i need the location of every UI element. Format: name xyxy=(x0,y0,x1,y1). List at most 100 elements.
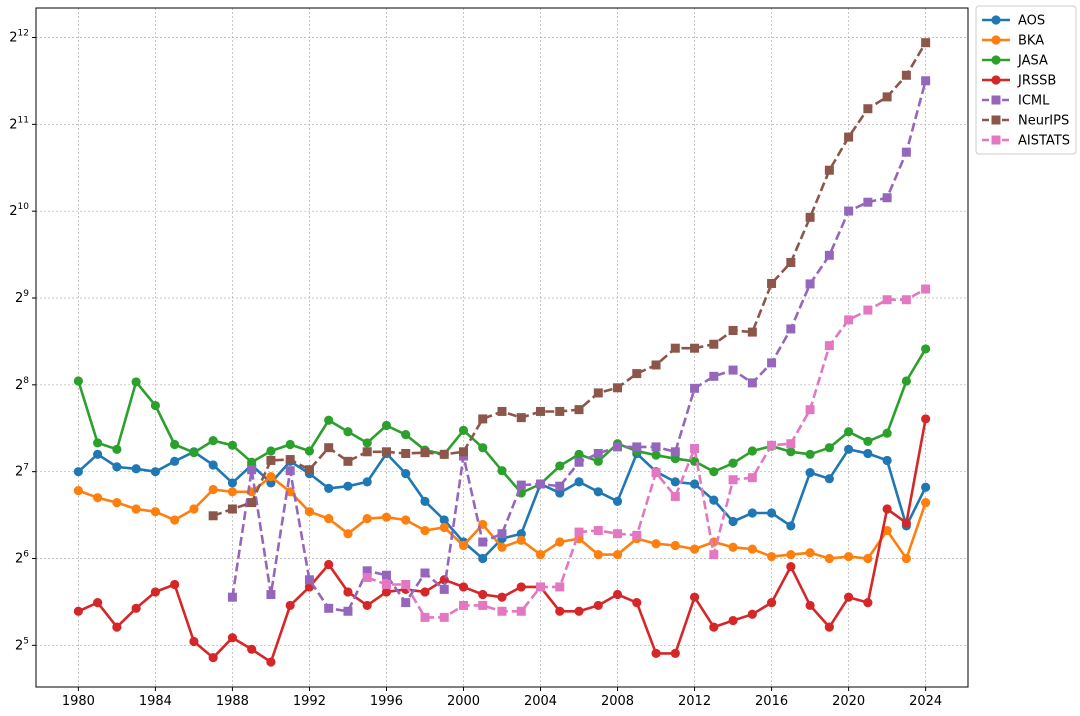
data-point-jasa xyxy=(304,446,315,456)
data-point-jasa xyxy=(921,344,931,354)
data-point-jrssb xyxy=(131,603,141,613)
data-point-aistats xyxy=(824,341,834,351)
data-point-icml xyxy=(613,442,623,452)
data-point-jrssb xyxy=(882,504,892,514)
data-point-jasa xyxy=(901,376,911,386)
data-point-aistats xyxy=(805,405,815,415)
legend-label: JRSSB xyxy=(1017,74,1056,89)
data-point-jasa xyxy=(863,436,873,446)
data-point-aistats xyxy=(921,284,931,294)
data-point-neurips xyxy=(478,414,488,424)
data-point-bka xyxy=(805,548,815,558)
data-point-jrssb xyxy=(170,579,180,590)
data-point-icml xyxy=(555,481,565,491)
data-point-aos xyxy=(112,462,122,472)
data-point-jasa xyxy=(170,439,180,450)
data-point-aos xyxy=(747,508,757,518)
data-point-jrssb xyxy=(112,622,122,632)
series-layer xyxy=(73,38,931,667)
data-point-aistats xyxy=(690,444,700,454)
data-point-neurips xyxy=(670,343,680,353)
data-point-neurips xyxy=(574,405,584,415)
data-point-jrssb xyxy=(844,592,854,602)
series-line-neurips xyxy=(212,42,927,518)
data-point-icml xyxy=(362,566,372,576)
data-point-aos xyxy=(208,460,218,470)
data-point-bka xyxy=(651,539,661,549)
data-point-jrssb xyxy=(420,587,430,597)
data-point-aistats xyxy=(747,473,757,483)
data-point-jrssb xyxy=(921,414,931,424)
data-point-jrssb xyxy=(285,600,295,611)
data-point-aos xyxy=(593,487,603,497)
legend-label: BKA xyxy=(1018,34,1044,49)
data-point-icml xyxy=(593,448,603,458)
data-point-jrssb xyxy=(458,582,469,592)
data-point-jrssb xyxy=(478,589,488,600)
legend-label: AOS xyxy=(1018,14,1045,29)
data-point-bka xyxy=(304,507,315,517)
data-point-jrssb xyxy=(93,598,103,608)
data-point-icml xyxy=(709,371,719,381)
data-point-icml xyxy=(420,568,430,578)
legend-label: AISTATS xyxy=(1018,134,1070,149)
data-point-jasa xyxy=(555,461,565,471)
data-point-aistats xyxy=(420,612,430,622)
data-point-neurips xyxy=(401,448,411,458)
data-point-bka xyxy=(285,487,295,497)
data-point-jrssb xyxy=(689,592,700,602)
legend-swatch-marker xyxy=(991,55,1001,65)
x-tick-label: 1992 xyxy=(293,694,326,709)
y-tick-label: 26 xyxy=(15,549,29,566)
data-point-aos xyxy=(574,477,584,487)
data-point-icml xyxy=(882,193,892,203)
data-point-jrssb xyxy=(901,518,911,528)
data-point-bka xyxy=(786,550,796,560)
data-point-neurips xyxy=(324,443,334,453)
data-point-neurips xyxy=(227,504,237,514)
data-point-icml xyxy=(728,365,738,375)
data-point-aos xyxy=(439,515,449,525)
data-point-bka xyxy=(670,540,680,551)
y-tick-exponent: 12 xyxy=(18,29,29,39)
data-point-jrssb xyxy=(766,598,777,608)
data-point-jasa xyxy=(747,446,757,456)
data-point-neurips xyxy=(901,70,911,80)
y-tick-label: 210 xyxy=(9,202,29,219)
data-point-jrssb xyxy=(324,559,334,570)
data-point-jasa xyxy=(150,400,160,411)
data-point-neurips xyxy=(728,326,738,336)
x-tick-label: 2020 xyxy=(832,694,865,709)
y-tick-base: 2 xyxy=(9,31,17,46)
legend-swatch-marker xyxy=(991,75,1001,85)
data-point-icml xyxy=(767,358,777,368)
data-point-jasa xyxy=(362,438,372,448)
data-point-aos xyxy=(516,529,526,539)
data-point-aistats xyxy=(863,305,873,315)
data-point-aistats xyxy=(728,475,738,485)
data-point-aos xyxy=(150,467,160,477)
data-point-neurips xyxy=(420,448,430,458)
data-point-aistats xyxy=(478,600,488,610)
data-point-jasa xyxy=(324,415,334,425)
data-point-bka xyxy=(689,544,700,554)
data-point-jrssb xyxy=(747,609,757,619)
data-point-aistats xyxy=(516,606,526,616)
data-point-neurips xyxy=(304,465,314,475)
data-point-aistats xyxy=(651,468,661,478)
data-point-bka xyxy=(150,507,160,517)
data-point-bka xyxy=(131,504,141,514)
data-point-aistats xyxy=(574,527,584,537)
data-point-jasa xyxy=(112,444,122,454)
x-tick-label: 2008 xyxy=(601,694,634,709)
data-point-aistats xyxy=(882,295,892,305)
y-tick-base: 2 xyxy=(15,638,23,653)
data-point-icml xyxy=(304,575,314,585)
data-point-aos xyxy=(844,444,854,454)
data-point-neurips xyxy=(285,455,295,465)
data-point-jasa xyxy=(381,420,392,431)
data-point-icml xyxy=(747,378,757,388)
legend-item-neurips: NeurIPS xyxy=(982,114,1069,129)
legend-swatch-marker xyxy=(991,115,1001,125)
x-tick-label: 1988 xyxy=(216,694,249,709)
